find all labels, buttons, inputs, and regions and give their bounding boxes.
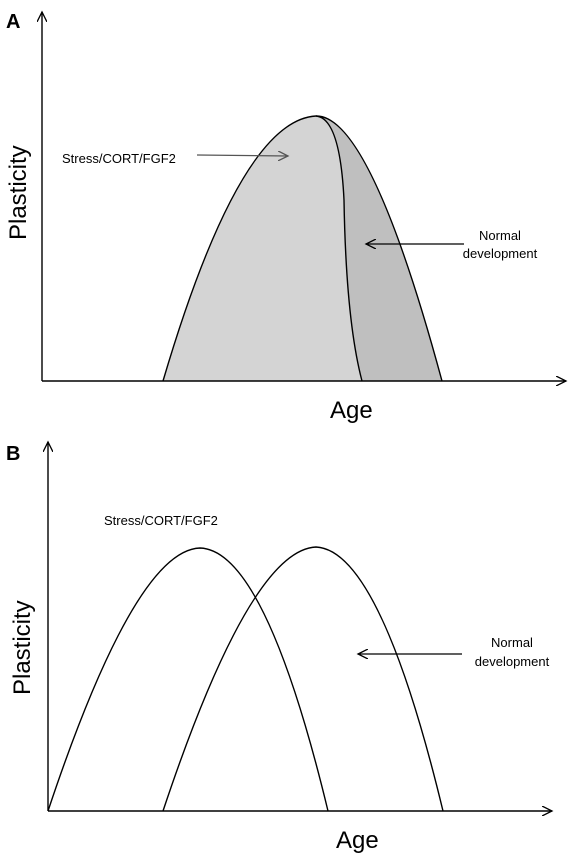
panel-a: A Plasticity Age Stress/CORT/FGF2 Normal… xyxy=(5,11,566,424)
panel-b: B Plasticity Age Stress/CORT/FGF2 Normal… xyxy=(6,442,552,854)
panel-a-normal-annotation-line1: Normal xyxy=(479,228,521,243)
panel-b-x-axis-label: Age xyxy=(336,827,379,854)
panel-a-label: A xyxy=(6,11,20,33)
panel-a-stress-arrow xyxy=(196,155,288,156)
panel-a-y-axis-label: Plasticity xyxy=(5,145,32,240)
panel-b-y-axis-label: Plasticity xyxy=(9,600,36,695)
panel-a-normal-development-curve xyxy=(162,115,443,382)
panel-b-stress-annotation: Stress/CORT/FGF2 xyxy=(104,513,218,528)
panel-a-x-axis-label: Age xyxy=(330,397,373,424)
panel-b-normal-annotation-line1: Normal xyxy=(491,635,533,650)
panel-b-stress-curve xyxy=(47,547,329,812)
panel-a-stress-area xyxy=(163,116,362,381)
panel-b-normal-development-curve xyxy=(162,546,444,812)
panel-a-stress-curve-boundary xyxy=(315,115,363,382)
panel-a-stress-annotation: Stress/CORT/FGF2 xyxy=(62,151,176,166)
panel-b-normal-annotation-line2: development xyxy=(475,654,550,669)
panel-a-normal-annotation-line2: development xyxy=(463,246,538,261)
panel-b-label: B xyxy=(6,443,20,465)
